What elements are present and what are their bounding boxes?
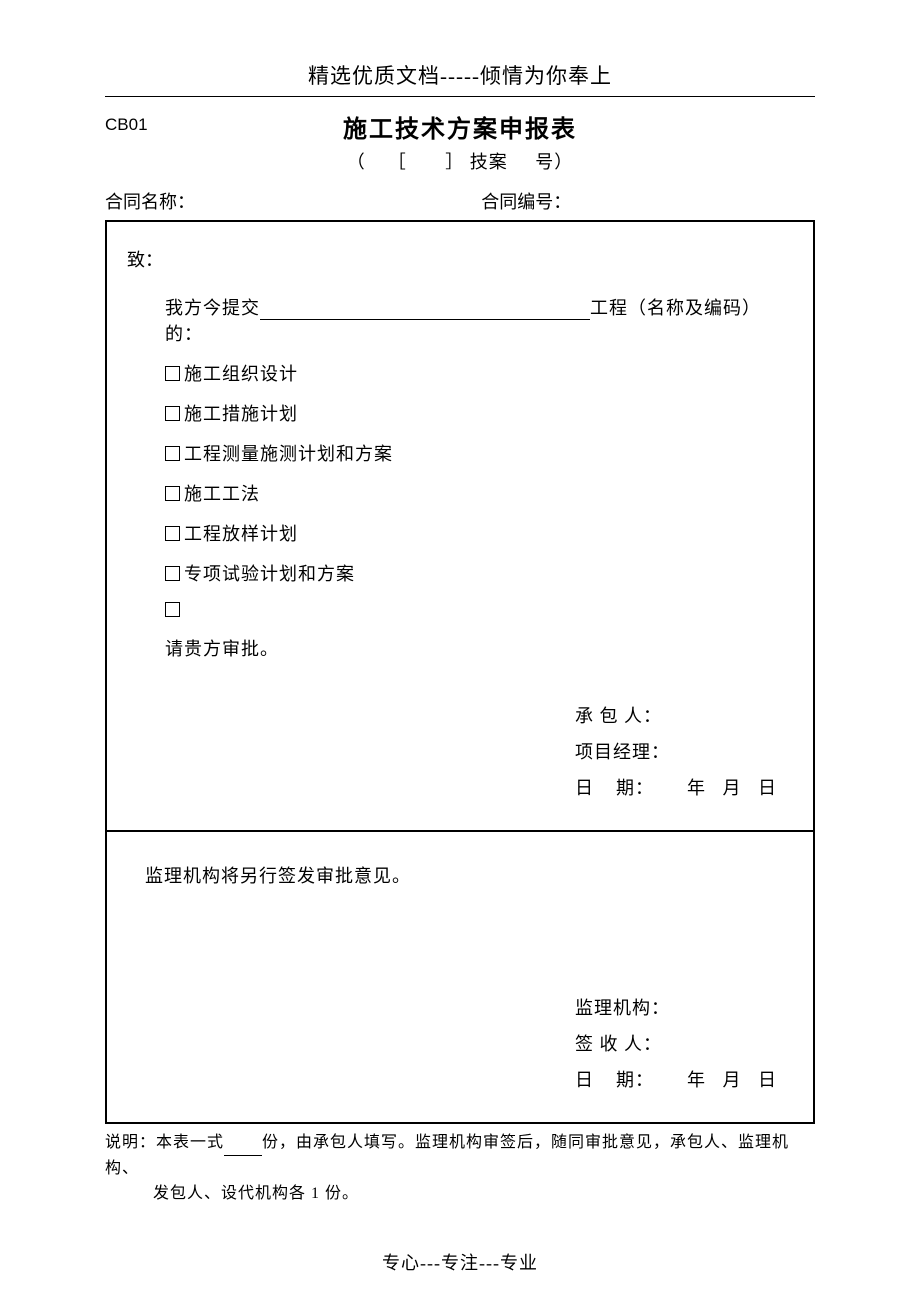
day: 日 bbox=[758, 778, 777, 798]
date-row-upper: 日 期： 年 月 日 bbox=[575, 770, 777, 806]
sub-open: （ bbox=[347, 152, 366, 172]
checkbox-label-5: 专项试验计划和方案 bbox=[184, 564, 355, 584]
checkbox-item-0: 施工组织设计 bbox=[127, 360, 793, 386]
upper-section: 致： 我方今提交工程（名称及编码）的： 施工组织设计 施工措施计划 工程测量施测… bbox=[107, 222, 813, 832]
checkbox-label-4: 工程放样计划 bbox=[184, 524, 298, 544]
date-row-lower: 日 期： 年 月 日 bbox=[575, 1062, 777, 1098]
project-name-blank[interactable] bbox=[260, 300, 590, 320]
supervisor-text: 监理机构将另行签发审批意见。 bbox=[127, 862, 793, 888]
checkbox-icon[interactable] bbox=[165, 526, 180, 541]
sub-bracket-l: ［ bbox=[388, 152, 407, 172]
note-line1: 说明：本表一式份，由承包人填写。监理机构审签后，随同审批意见，承包人、监理机构、 bbox=[105, 1130, 815, 1181]
footer-text: 专心---专注---专业 bbox=[105, 1249, 815, 1275]
checkbox-icon[interactable] bbox=[165, 566, 180, 581]
receiver-row: 签 收 人： bbox=[575, 1026, 777, 1062]
contract-num-label: 合同编号： bbox=[481, 188, 815, 214]
sub-end: 号） bbox=[535, 152, 573, 172]
sub-mid: 技案 bbox=[470, 152, 508, 172]
date-q2: 期： bbox=[616, 1070, 654, 1090]
checkbox-item-5: 专项试验计划和方案 bbox=[127, 560, 793, 586]
submit-line: 我方今提交工程（名称及编码）的： bbox=[127, 294, 793, 346]
form-title: 施工技术方案申报表 bbox=[105, 109, 815, 144]
document-page: 精选优质文档-----倾情为你奉上 CB01 施工技术方案申报表 （ ［ ］ 技… bbox=[0, 0, 920, 1315]
lower-sign-block: 监理机构： 签 收 人： 日 期： 年 月 日 bbox=[575, 990, 777, 1098]
lower-section: 监理机构将另行签发审批意见。 监理机构： 签 收 人： 日 期： 年 月 日 bbox=[107, 832, 813, 1122]
checkbox-item-3: 施工工法 bbox=[127, 480, 793, 506]
checkbox-icon[interactable] bbox=[165, 366, 180, 381]
date-d: 日 bbox=[575, 778, 594, 798]
checkbox-item-1: 施工措施计划 bbox=[127, 400, 793, 426]
checkbox-label-2: 工程测量施测计划和方案 bbox=[184, 444, 393, 464]
checkbox-item-2: 工程测量施测计划和方案 bbox=[127, 440, 793, 466]
form-code: CB01 bbox=[105, 115, 148, 135]
upper-sign-block: 承 包 人： 项目经理： 日 期： 年 月 日 bbox=[575, 698, 777, 806]
title-row: CB01 施工技术方案申报表 （ ［ ］ 技案 号） bbox=[105, 109, 815, 174]
year: 年 bbox=[687, 778, 706, 798]
contract-name-label: 合同名称： bbox=[105, 188, 481, 214]
checkbox-icon[interactable] bbox=[165, 446, 180, 461]
submit-prefix: 我方今提交 bbox=[165, 298, 260, 318]
checkbox-label-3: 施工工法 bbox=[184, 484, 260, 504]
form-box: 致： 我方今提交工程（名称及编码）的： 施工组织设计 施工措施计划 工程测量施测… bbox=[105, 220, 815, 1124]
note-prefix: 说明：本表一式 bbox=[105, 1134, 224, 1151]
copies-blank[interactable] bbox=[224, 1140, 262, 1156]
checkbox-icon[interactable] bbox=[165, 486, 180, 501]
month2: 月 bbox=[723, 1070, 742, 1090]
checkbox-item-4: 工程放样计划 bbox=[127, 520, 793, 546]
form-subtitle: （ ［ ］ 技案 号） bbox=[105, 148, 815, 174]
header-text: 精选优质文档-----倾情为你奉上 bbox=[105, 60, 815, 97]
checkbox-icon[interactable] bbox=[165, 406, 180, 421]
contractor-row: 承 包 人： bbox=[575, 698, 777, 734]
note-block: 说明：本表一式份，由承包人填写。监理机构审签后，随同审批意见，承包人、监理机构、… bbox=[105, 1130, 815, 1207]
org-row: 监理机构： bbox=[575, 990, 777, 1026]
checkbox-icon[interactable] bbox=[165, 602, 180, 617]
month: 月 bbox=[723, 778, 742, 798]
to-label: 致： bbox=[127, 246, 793, 272]
note-line2: 发包人、设代机构各 1 份。 bbox=[105, 1181, 815, 1207]
checkbox-label-0: 施工组织设计 bbox=[184, 364, 298, 384]
day2: 日 bbox=[758, 1070, 777, 1090]
date-q: 期： bbox=[616, 778, 654, 798]
sub-bracket-r: ］ bbox=[445, 152, 464, 172]
contract-row: 合同名称： 合同编号： bbox=[105, 188, 815, 214]
review-text: 请贵方审批。 bbox=[127, 635, 793, 661]
year2: 年 bbox=[687, 1070, 706, 1090]
checkbox-label-1: 施工措施计划 bbox=[184, 404, 298, 424]
pm-row: 项目经理： bbox=[575, 734, 777, 770]
date-d2: 日 bbox=[575, 1070, 594, 1090]
checkbox-item-6 bbox=[127, 600, 793, 621]
